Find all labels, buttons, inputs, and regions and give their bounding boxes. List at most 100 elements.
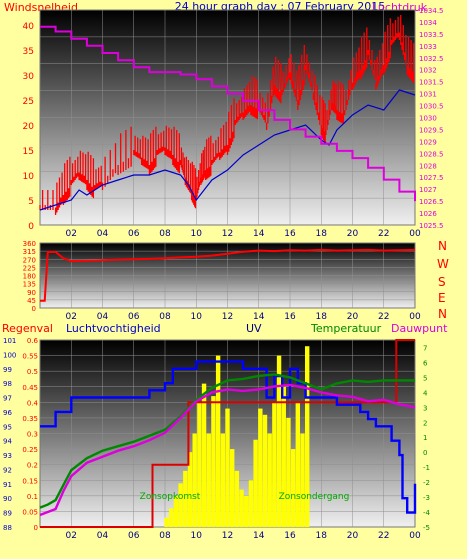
wind-x-tick-label: 10 xyxy=(191,229,203,239)
humidity-y-tick-label: 95 xyxy=(3,423,12,431)
rain-y-tick-label: 0.35 xyxy=(22,415,38,423)
uv-bar xyxy=(229,449,235,527)
rain-axis-title: Regenval xyxy=(2,322,53,335)
humidity-y-tick-label: 99 xyxy=(3,366,12,374)
temperature-axis-title: Temperatuur xyxy=(310,322,382,335)
sunrise-label: Zonsopkomst xyxy=(140,492,201,502)
pressure-y-tick-label: 1030.5 xyxy=(419,103,444,111)
uv-bar xyxy=(183,470,188,527)
uv-bar xyxy=(244,495,249,527)
humidity-y-tick-label: 100 xyxy=(3,351,16,359)
uv-bar xyxy=(295,402,301,527)
rain-y-tick-label: 0.25 xyxy=(22,446,38,454)
humidity-y-tick-label: 89 xyxy=(3,510,12,518)
direction-y-tick-label: 45 xyxy=(27,297,36,305)
uv-bar xyxy=(262,414,268,527)
uv-bar xyxy=(267,433,272,527)
rain-series xyxy=(40,339,415,528)
wind-x-tick-label: 16 xyxy=(284,229,296,239)
pressure-series xyxy=(40,25,416,202)
rain-x-tick-label: 00 xyxy=(409,531,421,541)
temperature-series xyxy=(39,373,415,509)
pressure-y-tick-label: 1028.5 xyxy=(419,150,444,158)
uv-axis-title: UV xyxy=(246,322,262,335)
humidity-y-tick-label: 101 xyxy=(3,337,16,345)
uv-bar xyxy=(178,483,183,527)
dir-label-e: E xyxy=(438,291,446,305)
direction-y-tick-label: 315 xyxy=(23,248,36,256)
humidity-y-tick-label: 92 xyxy=(3,466,12,474)
humidity-y-tick-label: 88 xyxy=(3,524,12,532)
wind-y-tick-label: 30 xyxy=(23,72,35,82)
dir-label-n1: N xyxy=(438,239,447,253)
uv-bar xyxy=(258,408,263,527)
wind-x-tick-label: 02 xyxy=(66,229,77,239)
direction-x-tick-label: 02 xyxy=(66,312,77,322)
rain-x-tick-label: 02 xyxy=(66,531,77,541)
direction-y-tick-label: 135 xyxy=(23,281,36,289)
rain-x-tick-label: 06 xyxy=(128,531,140,541)
temperature-y-tick-label: 5 xyxy=(423,374,427,382)
rain-humidity-uv-plot: 88899091929394959697989910010100.050.10.… xyxy=(3,337,431,541)
uv-bar xyxy=(187,452,193,527)
rain-y-tick-label: 0.4 xyxy=(27,399,39,407)
rain-y-tick-label: 0.6 xyxy=(27,337,39,345)
wind-average-series xyxy=(39,89,416,211)
pressure-y-tick-label: 1033.5 xyxy=(419,31,444,39)
pressure-y-tick-label: 1027.5 xyxy=(419,174,444,182)
rain-x-tick-label: 16 xyxy=(284,531,296,541)
wind-x-tick-label: 20 xyxy=(347,229,359,239)
uv-bar xyxy=(281,386,286,527)
pressure-y-tick-label: 1026.5 xyxy=(419,198,444,206)
wind-x-tick-label: 06 xyxy=(128,229,140,239)
temperature-y-tick-label: -5 xyxy=(423,524,430,532)
temperature-y-tick-label: -4 xyxy=(423,509,431,517)
pressure-y-tick-label: 1025.5 xyxy=(419,222,444,230)
wind-y-tick-label: 35 xyxy=(23,47,34,57)
rain-y-tick-label: 0.05 xyxy=(22,508,38,516)
wind-y-tick-label: 10 xyxy=(23,172,35,182)
rain-y-tick-label: 0.1 xyxy=(27,493,38,501)
dir-label-w: W xyxy=(437,257,449,271)
wind-x-tick-label: 04 xyxy=(97,229,109,239)
pressure-y-tick-label: 1030 xyxy=(419,115,437,123)
uv-bar xyxy=(206,433,211,527)
uv-bar xyxy=(201,383,207,527)
direction-x-tick-label: 08 xyxy=(159,312,171,322)
temperature-y-tick-label: 7 xyxy=(423,344,427,352)
dewpoint-series xyxy=(39,383,416,517)
pressure-y-tick-label: 1032.5 xyxy=(419,55,444,63)
rain-x-tick-label: 18 xyxy=(316,531,328,541)
uv-bar xyxy=(220,433,226,527)
uv-bar xyxy=(253,439,258,527)
uv-bar xyxy=(304,346,310,527)
direction-y-tick-label: 90 xyxy=(27,289,36,297)
humidity-y-tick-label: 94 xyxy=(3,438,12,446)
uv-bar xyxy=(286,417,291,527)
humidity-y-tick-label: 96 xyxy=(3,409,12,417)
wind-y-tick-label: 5 xyxy=(28,197,34,207)
uv-bar xyxy=(225,408,230,527)
wind-y-tick-label: 40 xyxy=(23,22,35,32)
dewpoint-axis-title: Dauwpunt xyxy=(391,322,448,335)
uv-bar xyxy=(215,355,221,527)
direction-x-tick-label: 14 xyxy=(253,312,265,322)
pressure-y-tick-label: 1029.5 xyxy=(419,126,444,134)
direction-x-tick-label: 18 xyxy=(316,312,328,322)
wind-x-tick-label: 22 xyxy=(378,229,389,239)
rain-y-tick-label: 0.15 xyxy=(22,477,38,485)
rain-x-tick-label: 14 xyxy=(253,531,265,541)
direction-y-tick-label: 225 xyxy=(23,264,36,272)
pressure-y-tick-label: 1029 xyxy=(419,138,437,146)
uv-bar xyxy=(272,402,277,527)
uv-bar xyxy=(173,495,179,527)
rain-y-tick-label: 0.3 xyxy=(27,431,38,439)
pressure-y-tick-label: 1034 xyxy=(419,19,437,27)
dir-label-s: S xyxy=(438,275,446,289)
uv-bar xyxy=(234,470,240,527)
rain-y-tick-label: 0.2 xyxy=(27,462,38,470)
uv-bar xyxy=(169,508,174,527)
pressure-y-tick-label: 1031 xyxy=(419,91,437,99)
